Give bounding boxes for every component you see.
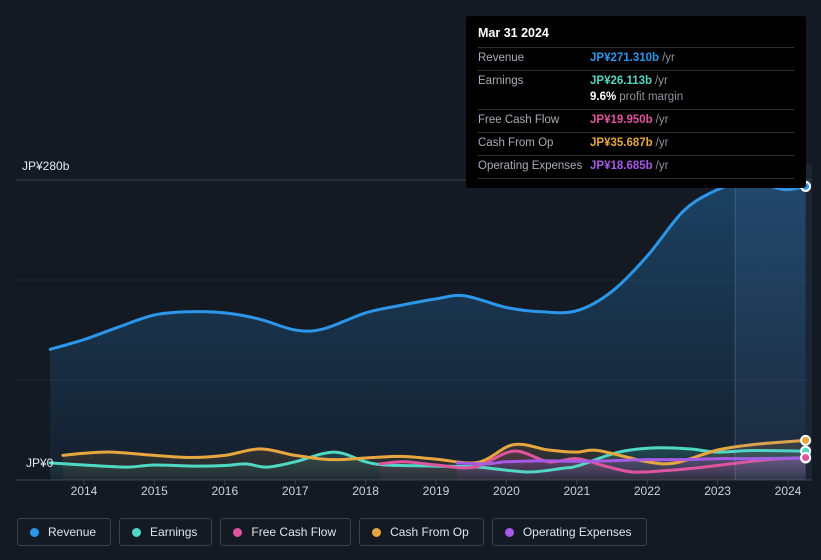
tooltip-row-label: Cash From Op (478, 136, 554, 149)
tooltip-row-value: JP¥35.687b (590, 136, 653, 149)
legend: Revenue Earnings Free Cash Flow Cash Fro… (17, 518, 647, 546)
cashop-line (61, 438, 808, 466)
x-axis-label: 2020 (493, 484, 520, 498)
tooltip-rows: Revenue JP¥271.310b/yr Earnings JP¥26.11… (478, 47, 794, 179)
legend-item-label: Revenue (48, 525, 97, 539)
profit-margin-label: profit margin (619, 90, 684, 103)
tooltip-row-value: JP¥26.113b (590, 74, 653, 87)
legend-item-label: Operating Expenses (522, 525, 632, 539)
y-axis-label-max: JP¥280b (22, 159, 70, 173)
tooltip-date: Mar 31 2024 (478, 26, 549, 40)
legend-item-cash-from-op[interactable]: Cash From Op (359, 518, 484, 546)
revenue-legend-dot (30, 527, 39, 537)
tooltip-row-suffix: /yr (655, 159, 669, 172)
legend-item-operating-expenses[interactable]: Operating Expenses (491, 518, 647, 546)
tooltip-row-revenue: Revenue JP¥271.310b/yr (478, 47, 794, 70)
legend-item-label: Free Cash Flow (251, 525, 337, 539)
x-axis-label: 2014 (71, 484, 98, 498)
legend-item-label: Cash From Op (390, 525, 469, 539)
x-axis-label: 2015 (141, 484, 168, 498)
tooltip-row-free-cash-flow: Free Cash Flow JP¥19.950b/yr (478, 108, 794, 132)
x-axis-label: 2024 (775, 484, 802, 498)
tooltip-row-operating-expenses: Operating Expenses JP¥18.685b/yr (478, 154, 794, 178)
tooltip-row-suffix: /yr (655, 136, 669, 149)
legend-item-earnings[interactable]: Earnings (119, 518, 213, 546)
legend-item-revenue[interactable]: Revenue (17, 518, 112, 546)
tooltip-row-label: Revenue (478, 52, 525, 64)
tooltip-row-suffix: /yr (655, 113, 669, 126)
tooltip: Mar 31 2024 Revenue JP¥271.310b/yr Earni… (466, 16, 806, 188)
x-axis-label: 2022 (634, 484, 661, 498)
tooltip-row-cash-from-op: Cash From Op JP¥35.687b/yr (478, 131, 794, 155)
x-axis-label: 2023 (704, 484, 731, 498)
tooltip-row-suffix: /yr (662, 52, 675, 64)
cash-from-op-legend-dot (372, 527, 382, 537)
revenue-area (50, 182, 806, 481)
cashop-end-marker[interactable] (800, 434, 812, 446)
x-axis-label: 2019 (423, 484, 450, 498)
opex-area (457, 458, 806, 480)
tooltip-row-value: JP¥19.950b (590, 113, 653, 126)
tooltip-profit-margin: 9.6% profit margin (590, 90, 683, 105)
tooltip-row-value: JP¥271.310b (590, 52, 660, 64)
y-axis-label-zero: JP¥0 (26, 456, 54, 470)
legend-item-label: Earnings (150, 525, 198, 539)
legend-item-free-cash-flow[interactable]: Free Cash Flow (220, 518, 352, 546)
tooltip-row-value: JP¥18.685b (590, 159, 653, 172)
earnings-line (48, 446, 808, 474)
earnings-legend-dot (132, 527, 142, 537)
operating-expenses-legend-dot (504, 527, 514, 537)
revenue-line (48, 180, 808, 351)
tooltip-row-suffix: /yr (655, 74, 668, 87)
tooltip-row-earnings: Earnings JP¥26.113b/yr 9.6% profit margin (478, 69, 794, 109)
tooltip-row-label: Earnings (478, 74, 524, 87)
x-axis-label: 2016 (211, 484, 238, 498)
x-axis-label: 2017 (282, 484, 309, 498)
highlight-band (735, 164, 812, 480)
fcf-end-marker[interactable] (800, 452, 812, 463)
opex-line (455, 456, 808, 466)
x-axis-label: 2021 (563, 484, 590, 498)
tooltip-row-label: Free Cash Flow (478, 113, 560, 126)
free-cash-flow-legend-dot (233, 527, 243, 537)
x-axis-label: 2018 (352, 484, 379, 498)
tooltip-row-label: Operating Expenses (478, 159, 583, 172)
profit-margin-value: 9.6% (590, 90, 617, 103)
